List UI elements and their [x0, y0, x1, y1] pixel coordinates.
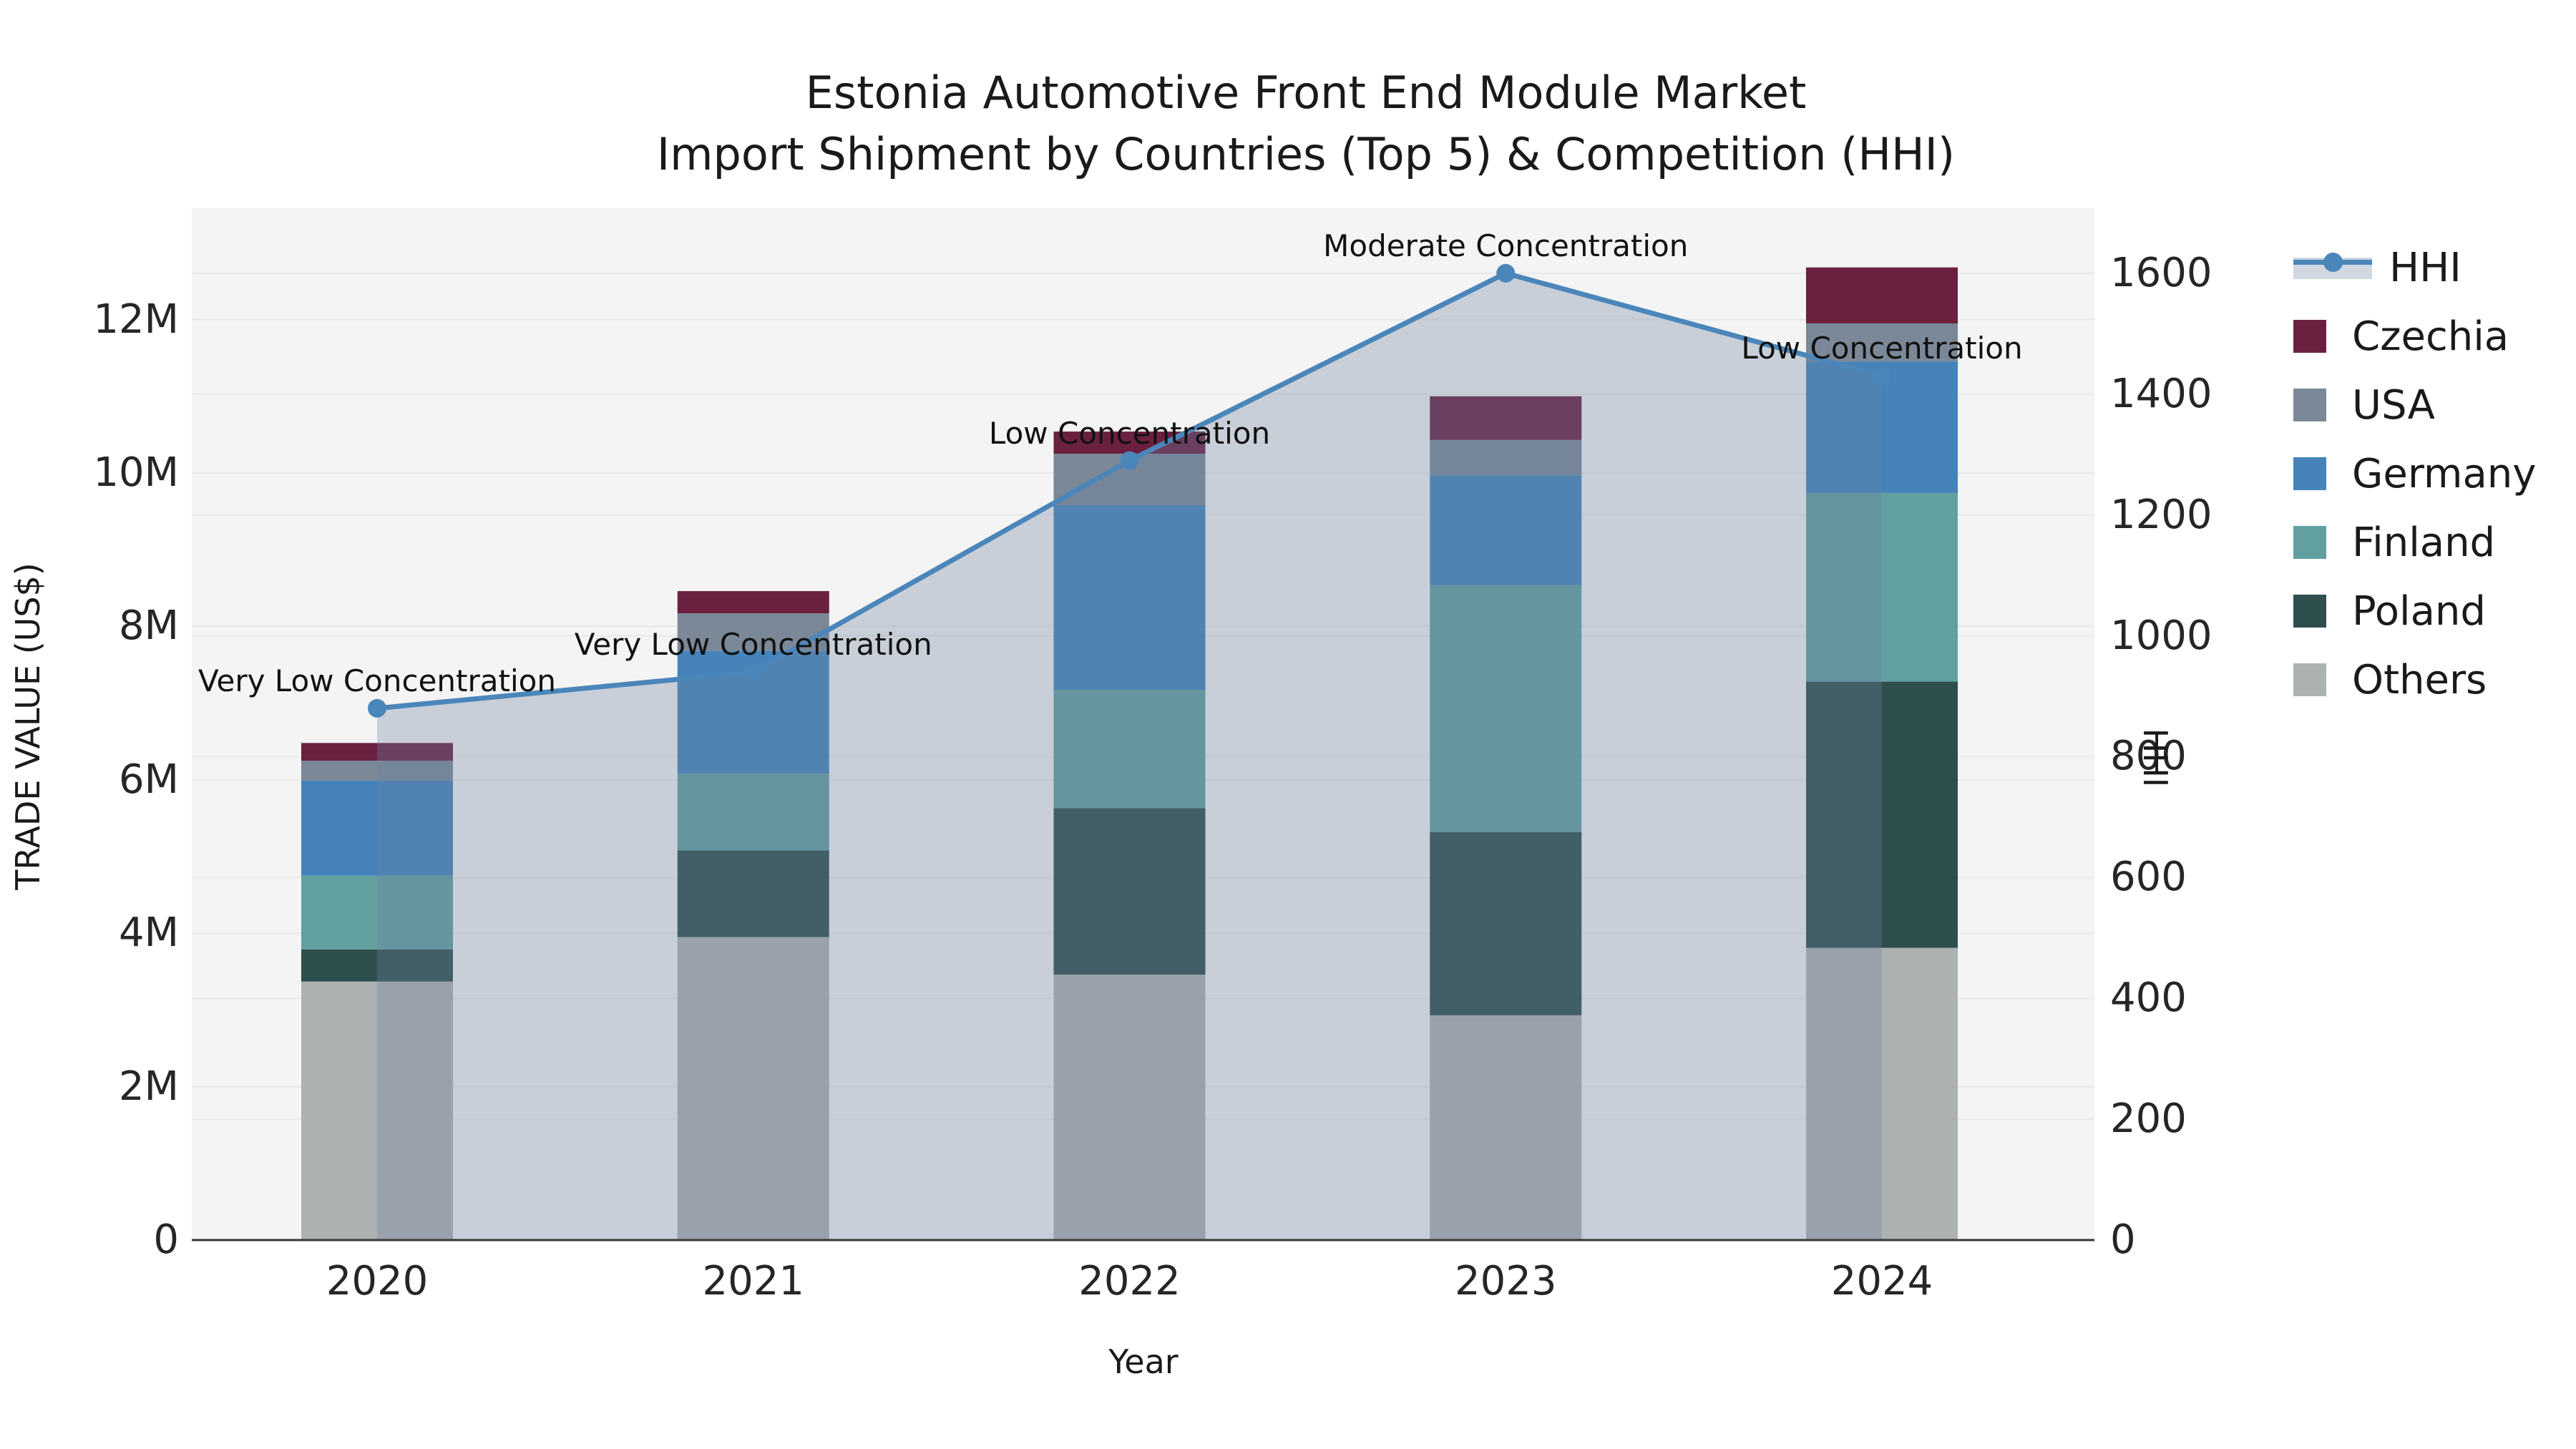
finland-swatch-icon [2293, 526, 2326, 559]
bar-segment-2023-others [1430, 1015, 1582, 1240]
right-axis-tick: 1200 [2110, 491, 2212, 538]
bar-segment-2022-finland [1053, 690, 1206, 809]
hhi-marker-2022 [1120, 451, 1139, 470]
bar-segment-2020-finland [301, 875, 453, 950]
left-axis-tick: 12M [93, 296, 179, 343]
legend-item-finland: Finland [2293, 508, 2536, 577]
right-axis-tick: 0 [2110, 1216, 2136, 1263]
hhi-marker-2023 [1496, 263, 1516, 283]
bar-segment-2024-others [1806, 947, 1958, 1240]
hhi-marker-2021 [743, 663, 763, 682]
left-axis-tick: 8M [119, 602, 179, 650]
legend-item-others: Others [2293, 645, 2536, 714]
x-axis-tick-2022: 2022 [1078, 1258, 1181, 1304]
right-axis-tick: 1000 [2110, 612, 2212, 659]
legend-label: Germany [2352, 450, 2537, 497]
bar-segment-2023-poland [1430, 831, 1582, 1015]
bar-segment-2024-czechia [1806, 267, 1958, 323]
germany-swatch-icon [2293, 457, 2326, 490]
annotation-2020: Very Low Concentration [198, 663, 556, 698]
hhi-marker-2020 [368, 698, 386, 718]
bar-segment-2020-poland [301, 949, 453, 982]
bar-segment-2022-poland [1053, 808, 1206, 975]
bar-segment-2020-germany [301, 780, 453, 876]
chart-title-line2: Import Shipment by Countries (Top 5) & C… [656, 128, 1956, 180]
left-axis-title: TRADE VALUE (US$) [9, 562, 47, 890]
legend-item-germany: Germany [2293, 439, 2536, 508]
left-axis-tick: 4M [119, 909, 179, 957]
legend-item-usa: USA [2293, 371, 2536, 439]
legend-label: Czechia [2352, 313, 2509, 360]
bar-segment-2023-germany [1430, 475, 1582, 585]
legend-label: HHI [2389, 244, 2462, 291]
legend: HHI Czechia USA Germany Finland Poland O… [2293, 233, 2536, 714]
right-axis-tick: 600 [2110, 854, 2187, 901]
hhi-line-swatch-icon [2293, 252, 2372, 283]
bar-segment-2022-germany [1053, 505, 1206, 691]
right-axis-tick: 800 [2110, 733, 2187, 780]
right-axis-tick: 1400 [2110, 370, 2212, 417]
left-axis-tick: 2M [119, 1063, 179, 1110]
bar-segment-2020-usa [301, 761, 453, 781]
bar-segment-2024-poland [1806, 681, 1958, 948]
bar-segment-2021-czechia [677, 591, 829, 614]
right-axis-tick: 400 [2110, 975, 2187, 1022]
right-axis-tick: 1600 [2110, 249, 2212, 296]
others-swatch-icon [2293, 663, 2326, 696]
annotation-2021: Very Low Concentration [574, 627, 932, 663]
usa-swatch-icon [2293, 389, 2326, 421]
bar-segment-2021-finland [677, 774, 829, 851]
left-axis-tick: 6M [119, 756, 179, 803]
bar-segment-2024-finland [1806, 492, 1958, 682]
hhi-marker-2024 [1873, 366, 1891, 386]
left-axis-tick: 0 [153, 1216, 179, 1263]
bar-segment-2021-poland [677, 850, 829, 937]
bar-segment-2020-czechia [301, 743, 453, 761]
right-axis-title: HHI [2136, 728, 2175, 788]
legend-label: USA [2352, 381, 2435, 429]
bar-segment-2020-others [301, 981, 453, 1240]
bar-segment-2022-others [1053, 975, 1206, 1240]
bar-segment-2024-usa [1806, 323, 1958, 362]
x-axis-tick-2024: 2024 [1830, 1258, 1933, 1304]
legend-item-poland: Poland [2293, 577, 2536, 645]
annotation-2024: Low Concentration [1741, 331, 2023, 366]
legend-label: Finland [2352, 519, 2496, 566]
hhi-line-marker [2323, 253, 2343, 272]
poland-swatch-icon [2293, 595, 2326, 628]
annotation-2022: Low Concentration [988, 415, 1271, 451]
x-axis-tick-2020: 2020 [326, 1258, 429, 1304]
bar-segment-2023-czechia [1430, 396, 1582, 440]
chart-title-line1: Estonia Automotive Front End Module Mark… [805, 67, 1807, 119]
bar-segment-2023-usa [1430, 439, 1582, 476]
x-axis-title: Year [1108, 1342, 1179, 1381]
legend-item-hhi: HHI [2293, 233, 2536, 302]
annotation-2023: Moderate Concentration [1323, 228, 1689, 263]
czechia-swatch-icon [2293, 320, 2326, 353]
legend-label: Others [2352, 656, 2487, 703]
right-axis-tick: 200 [2110, 1096, 2187, 1143]
hhi-area-fill [377, 273, 1882, 1240]
bar-segment-2023-finland [1430, 585, 1582, 832]
x-axis-tick-2023: 2023 [1454, 1258, 1557, 1304]
legend-label: Poland [2352, 587, 2486, 635]
x-axis-tick-2021: 2021 [702, 1258, 804, 1304]
left-axis-tick: 10M [93, 449, 179, 496]
bar-segment-2021-others [677, 937, 829, 1240]
legend-item-czechia: Czechia [2293, 302, 2536, 371]
